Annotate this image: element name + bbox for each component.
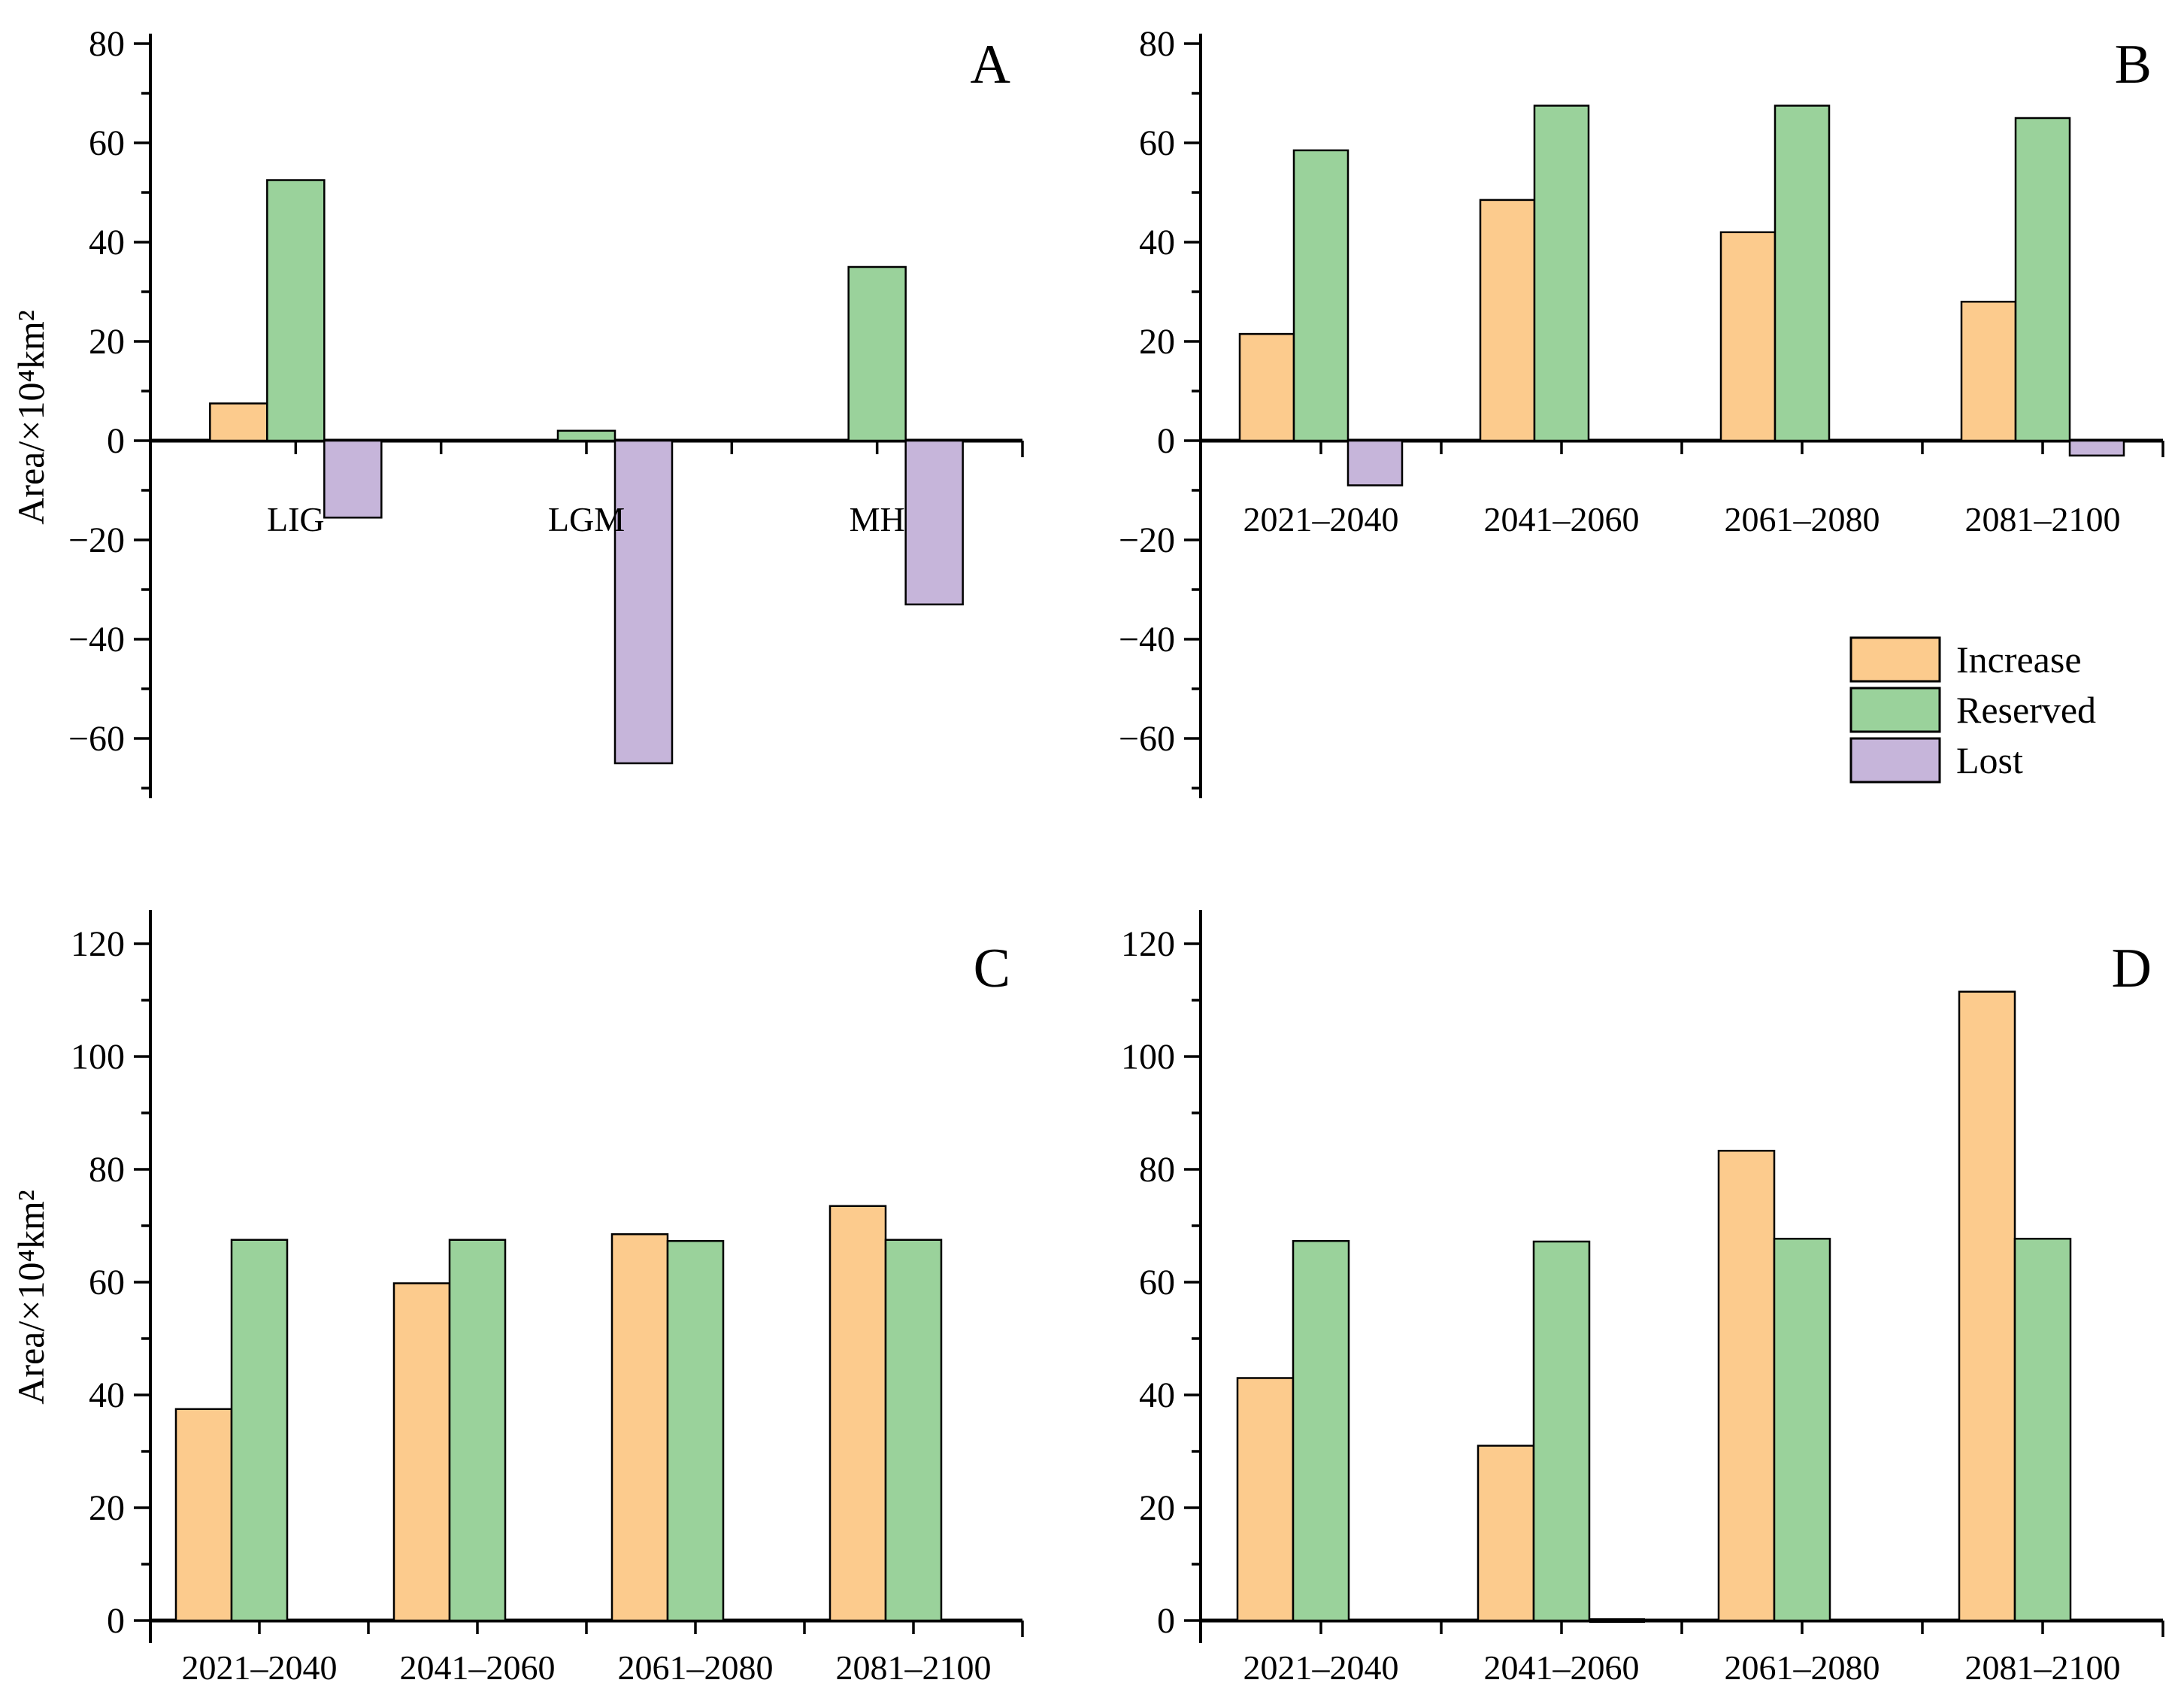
panel-letter: B — [2115, 34, 2152, 96]
panel-a-chart: −60 −40 −20 0 20 40 60 80 LIG LGM MH A Area/×10⁴km² — [10, 24, 1024, 799]
bar-reserved — [2013, 1238, 2072, 1622]
x-category-label: 2041–2060 — [1484, 500, 1640, 538]
y-tick-label: 40 — [1139, 223, 1175, 262]
bar-reserved — [2014, 117, 2071, 442]
bar-lost — [323, 439, 383, 519]
bar-increase — [174, 1408, 233, 1622]
y-tick-label: 100 — [71, 1037, 125, 1077]
bar-reserved — [847, 265, 907, 442]
bar-reserved — [266, 179, 326, 442]
x-category-label: LIG — [267, 500, 325, 538]
y-tick-label: −20 — [1119, 520, 1175, 560]
y-tick-label: −60 — [1119, 719, 1175, 759]
bar-reserved — [556, 429, 616, 442]
y-tick-label: −40 — [1119, 620, 1175, 659]
x-category-label: 2061–2080 — [1725, 1648, 1880, 1687]
x-category-label: LGM — [548, 500, 625, 538]
y-tick-label: 0 — [107, 421, 125, 461]
y-tick-label: 60 — [1139, 1263, 1175, 1302]
y-tick-label: 0 — [107, 1601, 125, 1641]
bar-increase — [610, 1233, 669, 1622]
bar-increase — [209, 402, 268, 442]
panel-c-chart: 0 20 40 60 80 100 120 2021–2040 2041–2060 2061–20… — [10, 910, 1024, 1687]
legend-swatch-reserved — [1849, 687, 1941, 733]
y-tick-label: −20 — [68, 520, 125, 560]
bar-reserved — [1774, 105, 1831, 442]
legend-swatch-increase — [1849, 636, 1941, 683]
bar-increase — [1236, 1377, 1295, 1622]
x-category-label: 2061–2080 — [1725, 500, 1880, 538]
bar-increase — [392, 1282, 451, 1622]
bar-reserved — [1532, 1240, 1591, 1622]
bar-reserved — [1773, 1238, 1831, 1622]
y-tick-label: 60 — [1139, 123, 1175, 163]
panel-letter: A — [971, 34, 1010, 96]
bar-reserved — [1292, 1240, 1350, 1622]
y-tick-label: 20 — [1139, 1488, 1175, 1528]
y-tick-label: 40 — [1139, 1375, 1175, 1415]
x-category-label: 2081–2100 — [1965, 1648, 2121, 1687]
y-axis-title: Area/×10⁴km² — [10, 1190, 52, 1405]
x-category-label: MH — [850, 500, 905, 538]
bar-increase — [1958, 990, 2016, 1622]
y-tick-label: 60 — [89, 123, 125, 163]
y-tick-label: 60 — [89, 1263, 125, 1302]
panel-d-chart: 0 20 40 60 80 100 120 2021–2040 2041–2060 2061–20… — [1121, 910, 2164, 1687]
bar-reserved — [666, 1240, 725, 1622]
y-tick-label: 80 — [1139, 1150, 1175, 1190]
bar-lost — [1346, 439, 1404, 487]
x-category-label: 2081–2100 — [1965, 500, 2121, 538]
x-category-label: 2041–2060 — [400, 1648, 556, 1687]
y-tick-label: −40 — [68, 620, 125, 659]
legend-label-reserved: Reserved — [1956, 689, 2096, 731]
y-tick-label: 120 — [1121, 924, 1175, 964]
y-tick-label: 40 — [89, 1375, 125, 1415]
bar-reserved — [884, 1239, 943, 1622]
panel-b-chart: −60 −40 −20 0 20 40 60 80 2021–2040 2041–2060 2061… — [1119, 24, 2164, 799]
y-tick-label: 80 — [1139, 24, 1175, 64]
x-category-label: 2021–2040 — [182, 1648, 338, 1687]
y-tick-label: −60 — [68, 719, 125, 759]
y-tick-label: 120 — [71, 924, 125, 964]
x-category-label: 2021–2040 — [1243, 500, 1399, 538]
bar-increase — [1477, 1445, 1535, 1622]
x-category-label: 2041–2060 — [1484, 1648, 1640, 1687]
bar-increase — [1717, 1150, 1776, 1622]
y-tick-label: 0 — [1157, 1601, 1175, 1641]
x-category-label: 2061–2080 — [618, 1648, 774, 1687]
x-category-label: 2021–2040 — [1243, 1648, 1399, 1687]
y-tick-label: 100 — [1121, 1037, 1175, 1077]
bar-lost — [2068, 439, 2125, 457]
y-tick-label: 80 — [89, 1150, 125, 1190]
bar-reserved — [1533, 105, 1590, 442]
y-axis-title: Area/×10⁴km² — [10, 310, 52, 525]
bar-lost — [904, 439, 964, 606]
bar-increase — [1238, 332, 1295, 442]
y-tick-label: 20 — [1139, 322, 1175, 362]
panel-letter: C — [974, 938, 1010, 999]
bar-increase — [1719, 231, 1777, 442]
legend-swatch-lost — [1849, 737, 1941, 784]
legend-label-lost: Lost — [1956, 739, 2023, 781]
bar-increase — [1479, 199, 1536, 442]
legend-label-increase: Increase — [1956, 638, 2082, 681]
panel-letter: D — [2112, 938, 2152, 999]
bar-increase — [828, 1205, 887, 1622]
y-tick-label: 80 — [89, 24, 125, 64]
y-tick-label: 20 — [89, 322, 125, 362]
y-tick-label: 20 — [89, 1488, 125, 1528]
x-category-label: 2081–2100 — [836, 1648, 992, 1687]
y-tick-label: 40 — [89, 223, 125, 262]
bar-increase — [1960, 300, 2017, 442]
y-tick-label: 0 — [1157, 421, 1175, 461]
bar-reserved — [1292, 149, 1349, 442]
bar-lost — [613, 439, 674, 765]
bar-reserved — [448, 1239, 507, 1622]
bar-reserved — [230, 1239, 289, 1622]
